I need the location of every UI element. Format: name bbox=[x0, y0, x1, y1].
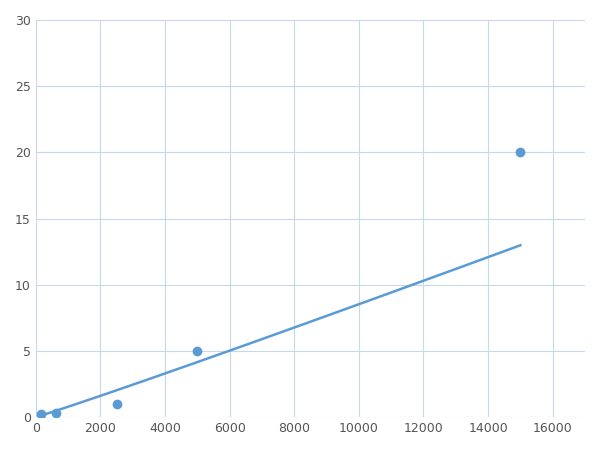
Point bbox=[36, 411, 46, 418]
Point bbox=[112, 400, 121, 408]
Point bbox=[193, 347, 202, 355]
Point bbox=[515, 149, 525, 156]
Point bbox=[51, 410, 61, 417]
